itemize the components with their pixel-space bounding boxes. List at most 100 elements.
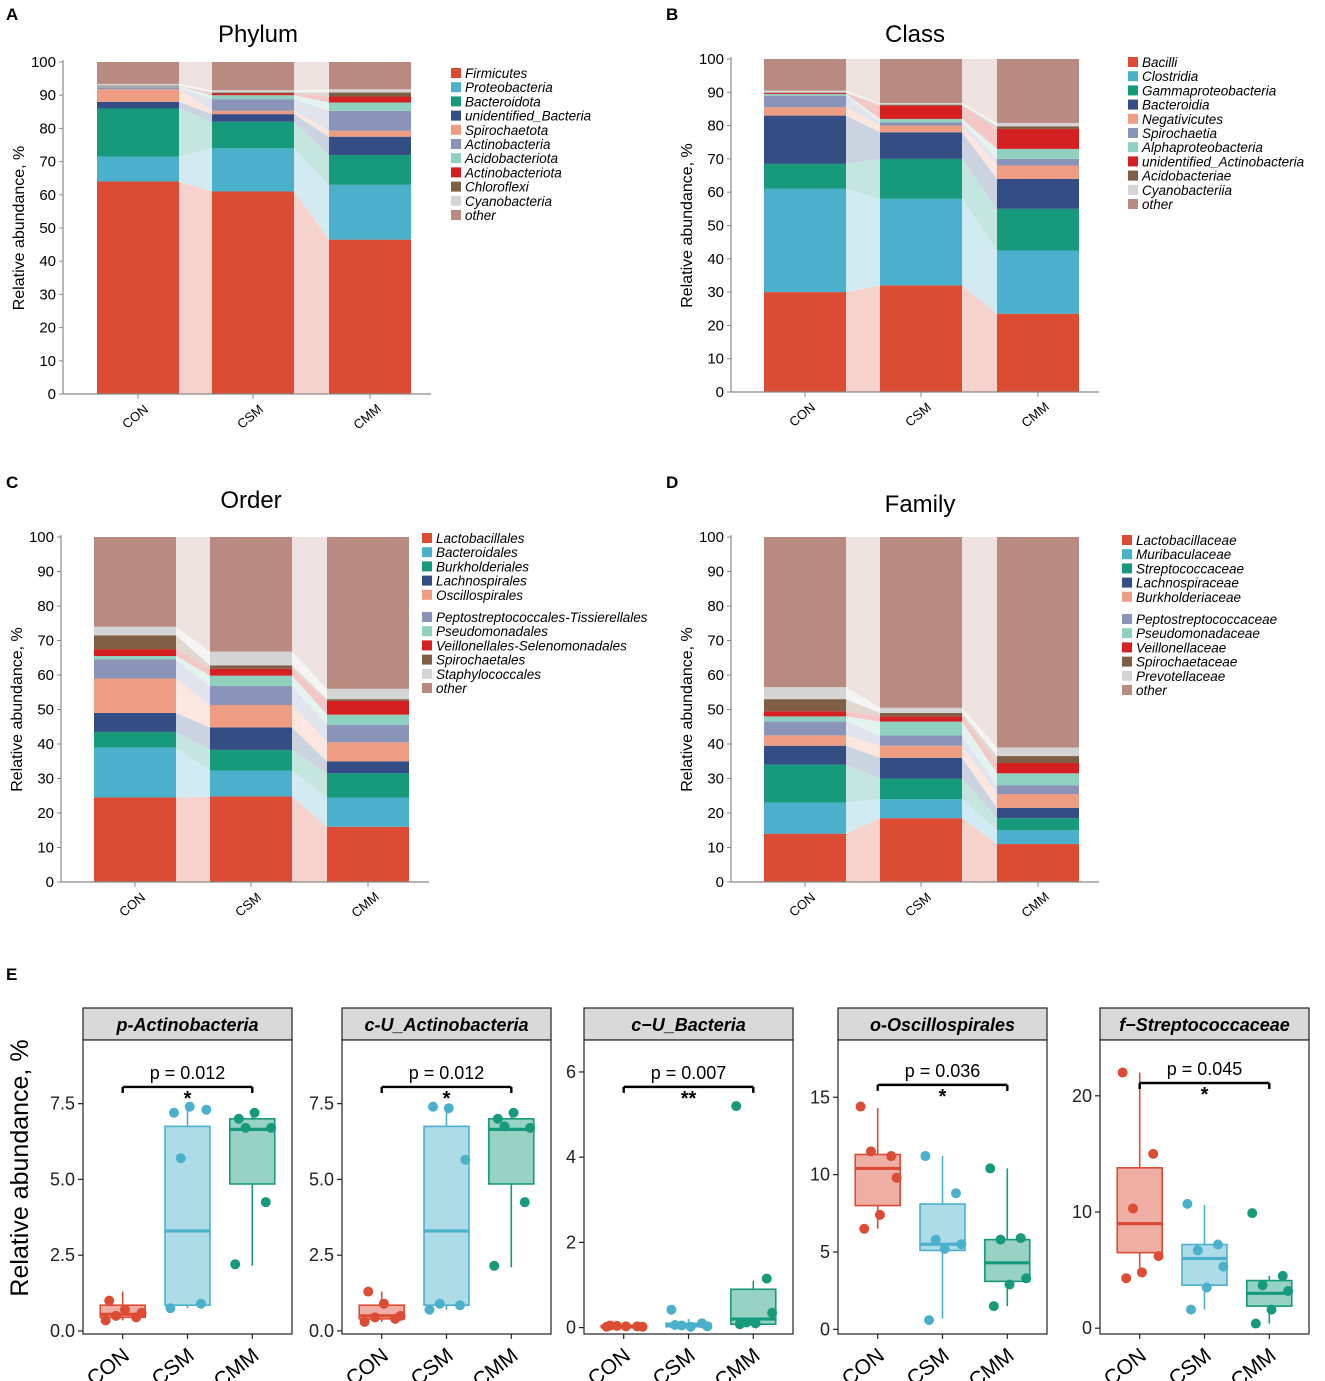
flow-band-lactobacillales: [292, 796, 327, 882]
box-con: [854, 1101, 902, 1234]
bar-segment-other-cmm: [997, 59, 1079, 123]
bar-segment-burkholderiales-con: [94, 731, 176, 748]
flow-band-lachnospirales: [176, 712, 210, 750]
boxplot-c-u-actinobacteria: c-U_Actinobacteria 0.0 2.5 5.0 7.5 CON CSM CMM p…: [309, 1007, 552, 1381]
bar-segment-lactobacillales-csm: [210, 796, 292, 882]
flow-band-unidentified-actinobacteria: [962, 105, 997, 149]
bar-segment-spirochaetaceae-con: [764, 699, 846, 712]
x-tick-label-cmm: CMM: [210, 1344, 264, 1381]
data-point: [1257, 1280, 1268, 1291]
data-point: [260, 1197, 271, 1208]
y-tick-label: 90: [707, 564, 724, 581]
bar-segment-peptostreptococcaceae-csm: [880, 735, 962, 746]
flow-band-proteobacteria: [294, 148, 329, 240]
y-tick-label: 30: [37, 771, 54, 788]
data-point: [1015, 1233, 1026, 1244]
flow-band-peptostreptococcales-tissierellales: [176, 659, 210, 706]
y-tick-label: 100: [29, 529, 54, 546]
legend-label-acidobacteriae: Acidobacteriae: [1141, 169, 1231, 184]
bar-segment-veillonellaceae-con: [764, 711, 846, 717]
bar-segment-veillonellaceae-csm: [880, 716, 962, 722]
data-point: [750, 1318, 761, 1329]
y-tick-label: 90: [37, 564, 54, 581]
flow-band-unidentified-bacteria: [294, 114, 329, 155]
legend-swatch-veillonellaceae: [1122, 642, 1132, 653]
legend-swatch-lachnospirales: [422, 575, 432, 586]
data-point: [1127, 1203, 1138, 1214]
flow-band-bacteroidota: [294, 121, 329, 185]
legend-swatch-gammaproteobacteria: [1128, 85, 1138, 96]
bar-segment-bacilli-con: [764, 292, 846, 392]
legend-swatch-bacteroidales: [422, 547, 432, 558]
legend-label-oscillospirales: Oscillospirales: [436, 588, 523, 603]
data-point: [266, 1122, 277, 1133]
y-tick-label: 6: [566, 1062, 576, 1082]
data-point: [359, 1316, 370, 1327]
x-tick-label-csm: CSM: [148, 1344, 199, 1381]
box-csm: [665, 1304, 713, 1332]
bar-segment-other-csm: [880, 537, 962, 708]
flow-band-bacteroidia: [962, 132, 997, 209]
legend-label-peptostreptococcaceae: Peptostreptococcaceae: [1136, 612, 1277, 627]
flow-band-bacilli: [846, 285, 880, 392]
legend-label-spirochaetaceae: Spirochaetaceae: [1136, 655, 1237, 670]
significance-stars: *: [939, 1086, 947, 1108]
data-point: [454, 1300, 465, 1311]
data-point: [1121, 1273, 1132, 1284]
bar-segment-firmicutes-csm: [212, 191, 294, 394]
data-point: [670, 1320, 681, 1331]
chart-title: Order: [220, 487, 281, 514]
flow-band-cyanobacteriia: [962, 102, 997, 127]
legend-swatch-negativicutes: [1128, 113, 1138, 124]
x-tick-label-cmm: CMM: [1018, 889, 1051, 920]
bar-segment-cyanobacteriia-cmm: [997, 122, 1079, 127]
y-tick-label: 15: [810, 1087, 830, 1107]
legend-swatch-bacteroidia: [1128, 99, 1138, 110]
x-tick-label-con: CON: [83, 1344, 134, 1381]
data-point: [995, 1234, 1006, 1245]
data-point: [249, 1107, 260, 1118]
data-point: [184, 1101, 195, 1112]
x-tick-label-con: CON: [786, 890, 818, 920]
bar-segment-staphylococcales-con: [94, 626, 176, 636]
flow-band-staphylococcales: [176, 626, 210, 666]
legend-label-cyanobacteriia: Cyanobacteriia: [1142, 183, 1233, 198]
flow-band-cyanobacteriia: [846, 90, 880, 105]
data-point: [874, 1209, 885, 1220]
x-tick-label-con: CON: [786, 400, 818, 430]
y-tick-label: 10: [707, 840, 724, 857]
box-cmm: [1246, 1208, 1294, 1329]
flow-band-veillonellaceae: [846, 711, 880, 722]
bar-segment-acidobacteriae-csm: [880, 104, 962, 106]
flow-band-bacilli: [962, 285, 997, 392]
bar-segment-gammaproteobacteria-csm: [880, 158, 962, 199]
x-tick-label-con: CON: [584, 1344, 635, 1381]
box-csm: [164, 1101, 212, 1314]
bar-segment-acidobacteriota-cmm: [329, 102, 411, 111]
y-axis-label: Relative abundance, %: [9, 627, 26, 792]
flow-band-staphylococcales: [292, 651, 327, 700]
flow-band-prevotellaceae: [962, 707, 997, 757]
y-axis-label: Relative abundance, %: [679, 627, 696, 792]
box-iqr: [984, 1238, 1031, 1283]
legend-swatch-burkholderiaceae: [1122, 591, 1132, 602]
data-point: [1182, 1198, 1193, 1209]
y-tick-label: 90: [707, 84, 724, 101]
data-point: [988, 1301, 999, 1312]
legend-label-veillonellaceae: Veillonellaceae: [1136, 640, 1226, 655]
bar-segment-bacilli-cmm: [997, 313, 1079, 392]
y-tick-label: 2.5: [309, 1245, 334, 1265]
data-point: [1148, 1148, 1159, 1159]
x-tick-label-con: CON: [1100, 1344, 1151, 1381]
y-tick-label: 40: [37, 736, 54, 753]
boxplot-c-u-bacteria: c−U_Bacteria 0 2 4 6 CON CSM CMM p = 0.007 **: [566, 1007, 794, 1381]
flow-band-actinobacteriota: [294, 93, 329, 103]
flow-band-gammaproteobacteria: [846, 158, 880, 199]
bar-segment-pseudomonadales-con: [94, 656, 176, 660]
flow-band-veillonellaceae: [962, 716, 997, 774]
bar-segment-alphaproteobacteria-cmm: [997, 148, 1079, 159]
legend-swatch-actinobacteriota: [451, 167, 461, 178]
legend-label-bacilli: Bacilli: [1142, 55, 1178, 70]
y-tick-label: 2: [566, 1232, 576, 1252]
data-point: [508, 1107, 519, 1118]
